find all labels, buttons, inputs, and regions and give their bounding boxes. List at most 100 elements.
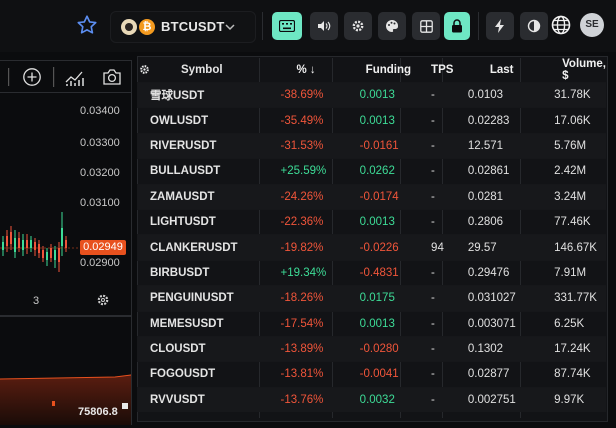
cell-tps: - [425, 107, 462, 134]
table-row[interactable]: PENGUINUSDT -18.26% 0.0175-0.031027 331.77K [137, 285, 606, 312]
contrast-button[interactable] [520, 12, 548, 40]
table-row[interactable]: ZAMAUSDT -24.26% -0.0174-0.0281 3.24M [137, 183, 606, 210]
cell-tps: - [425, 132, 462, 159]
cell-tps: - [425, 183, 462, 210]
cell-last: 0.0103 [461, 81, 549, 108]
cell-pct: -24.26% [272, 183, 354, 210]
cell-last: 0.1302 [461, 335, 549, 362]
bitcoin-icon: ₿ [139, 19, 155, 35]
pair-selector[interactable]: ₿ BTCUSDT [110, 11, 256, 43]
grid-icon [419, 19, 433, 33]
table-row[interactable]: RIVERUSDT -31.53% -0.0161-12.571 5.76M [137, 132, 606, 159]
avatar[interactable]: SE [580, 13, 604, 37]
cell-volume: 146.67K [548, 234, 606, 261]
cell-volume: 77.46K [548, 208, 606, 235]
table-row[interactable]: MEMESUSDT -17.54% 0.0013-0.003071 6.25K [137, 310, 606, 337]
volume-icon [318, 21, 331, 31]
column-header-pct[interactable]: % ↓ [296, 64, 316, 76]
toolbar-divider-icon [53, 67, 55, 87]
cell-tps: - [425, 310, 462, 337]
camera-icon[interactable] [102, 68, 122, 86]
column-header-symbol[interactable]: Symbol [137, 58, 273, 83]
table-row[interactable]: RVVUSDT -13.76% 0.0032-0.002751 9.97K [137, 386, 606, 413]
cell-pct: +19.34% [272, 259, 354, 286]
globe-icon[interactable] [551, 15, 571, 35]
keyboard-button[interactable] [272, 12, 302, 40]
cell-pct: -19.82% [272, 234, 354, 261]
current-price-tag: 0.02949 [80, 240, 126, 255]
cell-symbol: ZAMAUSDT [137, 183, 273, 210]
cell-funding: 0.0032 [353, 386, 426, 413]
table-header-row: Symbol % ↓ Funding TPS Last Volume, $ [137, 58, 606, 83]
y-axis-label: 0.03200 [80, 167, 120, 179]
table-row[interactable]: CLOUSDT -13.89% -0.0280-0.1302 17.24K [137, 335, 606, 362]
cell-pct: -22.36% [272, 208, 354, 235]
cell-volume: 331.77K [548, 285, 606, 312]
indicators-icon[interactable] [64, 67, 86, 87]
cell-tps: - [425, 158, 462, 185]
star-icon[interactable] [76, 14, 98, 36]
column-header-funding[interactable]: Funding [365, 64, 412, 76]
cell-tps: - [425, 208, 462, 235]
price-chart[interactable] [0, 60, 132, 316]
volume-button[interactable] [310, 12, 338, 40]
cell-tps: - [425, 259, 462, 286]
cell-last: 0.2806 [461, 208, 549, 235]
cell-symbol: FOGOUSDT [137, 361, 273, 388]
candlesticks [0, 212, 80, 272]
cell-tps: - [425, 361, 462, 388]
cell-tps: - [425, 335, 462, 362]
chart-toolbar-divider [0, 92, 131, 93]
cell-funding: -0.0280 [353, 335, 426, 362]
cell-pct: -35.49% [272, 107, 354, 134]
table-row[interactable]: OWLUSDT -35.49% 0.0013-0.02283 17.06K [137, 107, 606, 134]
settings-button[interactable] [344, 12, 372, 40]
cell-symbol: CLOUSDT [137, 335, 273, 362]
pair-logo-icon [121, 19, 137, 35]
toolbar-divider-icon [8, 68, 10, 86]
cell-funding: 0.0013 [353, 107, 426, 134]
table-row[interactable]: BULLAUSDT +25.59% 0.0262-0.02861 2.42M [137, 158, 606, 185]
y-axis-label: 0.02900 [80, 257, 120, 269]
cell-funding: -0.4831 [353, 259, 426, 286]
screener-table: Symbol % ↓ Funding TPS Last Volume, $ 雪球… [137, 58, 606, 413]
cell-last: 0.02877 [461, 361, 549, 388]
cell-volume: 31.78K [548, 81, 606, 108]
table-settings-icon[interactable] [139, 64, 150, 75]
cell-pct: -13.81% [272, 361, 354, 388]
cell-volume: 6.25K [548, 310, 606, 337]
column-header-last[interactable]: Last [489, 64, 514, 76]
column-header-volume[interactable]: Volume, $ [562, 58, 606, 82]
cell-tps: - [425, 285, 462, 312]
cell-funding: -0.0041 [353, 361, 426, 388]
add-indicator-icon[interactable] [22, 67, 42, 87]
lock-button[interactable] [444, 12, 470, 40]
cell-tps: - [425, 386, 462, 413]
table-row[interactable]: CLANKERUSDT -19.82% -0.0226 94 29.57 146.67K [137, 234, 606, 261]
depth-fill [0, 374, 131, 425]
theme-button[interactable] [378, 12, 406, 40]
table-row[interactable]: BIRBUSDT +19.34% -0.4831-0.29476 7.91M [137, 259, 606, 286]
cell-pct: -17.54% [272, 310, 354, 337]
cell-funding: -0.0226 [353, 234, 426, 261]
cell-funding: 0.0175 [353, 285, 426, 312]
cell-last: 12.571 [461, 132, 549, 159]
cell-symbol: RVVUSDT [137, 386, 273, 413]
cell-pct: -31.53% [272, 132, 354, 159]
lightning-button[interactable] [486, 12, 514, 40]
cell-last: 0.002751 [461, 386, 549, 413]
layout-button[interactable] [412, 12, 440, 40]
cell-funding: 0.0013 [353, 310, 426, 337]
cell-pct: -13.89% [272, 335, 354, 362]
contrast-icon [527, 19, 541, 33]
cell-volume: 2.42M [548, 158, 606, 185]
column-header-tps[interactable]: TPS [431, 64, 454, 76]
column-header-symbol-label: Symbol [181, 64, 223, 76]
table-row[interactable]: LIGHTUSDT -22.36% 0.0013-0.2806 77.46K [137, 208, 606, 235]
chart-settings-icon[interactable] [96, 293, 110, 307]
cell-symbol: OWLUSDT [137, 107, 273, 134]
cell-last: 0.0281 [461, 183, 549, 210]
cell-funding: -0.0174 [353, 183, 426, 210]
table-row[interactable]: FOGOUSDT -13.81% -0.0041-0.02877 87.74K [137, 361, 606, 388]
table-row[interactable]: 雪球USDT -38.69% 0.0013-0.0103 31.78K [137, 81, 606, 108]
